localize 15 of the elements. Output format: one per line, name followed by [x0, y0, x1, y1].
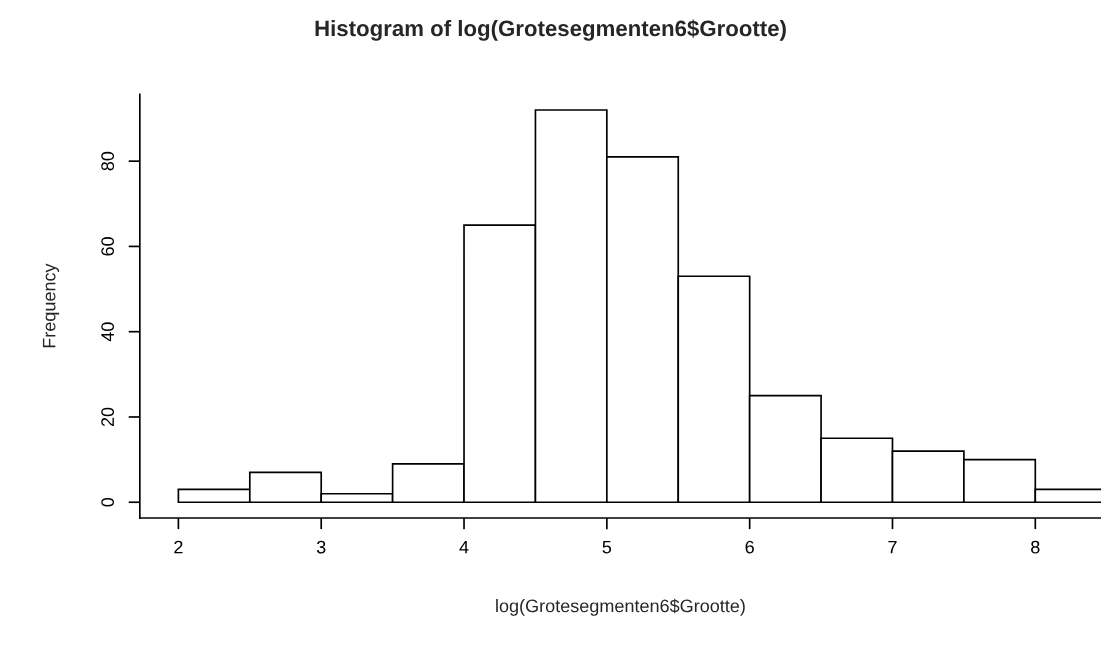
x-tick-label: 8	[1031, 540, 1040, 554]
y-tick-label: 60	[101, 237, 115, 256]
y-tick-label: 80	[101, 151, 115, 171]
x-axis-title: log(Grotesegmenten6$Grootte)	[496, 598, 745, 616]
y-tick-label: 0	[101, 497, 115, 507]
x-tick-label: 3	[316, 540, 326, 554]
x-tick-label: 6	[745, 540, 754, 554]
chart-title: Histogram of log(Grotesegmenten6$Grootte)	[315, 19, 786, 41]
x-tick-label: 2	[174, 540, 183, 554]
x-tick-label: 5	[602, 540, 612, 554]
y-tick-label: 20	[101, 407, 115, 427]
x-tick-label: 4	[459, 540, 469, 554]
y-axis-title: Frequency	[42, 263, 60, 348]
x-tick-label: 7	[888, 540, 897, 554]
y-tick-label: 40	[101, 322, 115, 342]
